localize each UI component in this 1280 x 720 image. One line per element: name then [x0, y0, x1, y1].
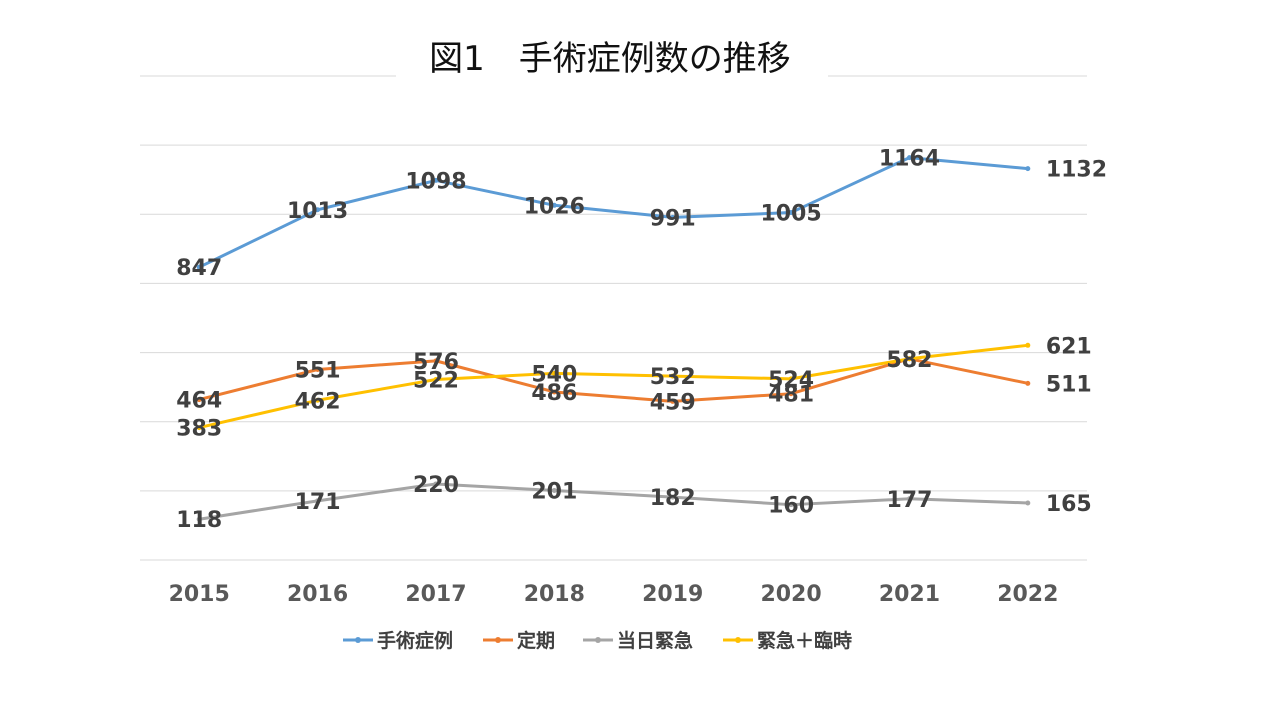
data-point — [433, 377, 439, 383]
legend-marker — [595, 637, 601, 643]
data-label: 1164 — [879, 147, 940, 172]
data-point — [551, 389, 557, 395]
legend: 手術症例 定期 当日緊急 緊急＋臨時 — [343, 629, 852, 652]
data-label: 991 — [650, 206, 696, 231]
x-tick-label: 2022 — [997, 582, 1058, 607]
data-label: 1026 — [524, 194, 585, 219]
series-line — [197, 156, 1030, 269]
legend-label: 緊急＋臨時 — [757, 629, 852, 652]
data-point — [315, 498, 321, 504]
x-tick-label: 2020 — [760, 582, 821, 607]
data-label: 486 — [531, 381, 577, 406]
data-point — [670, 398, 676, 404]
data-point — [315, 397, 321, 403]
data-label: 118 — [176, 508, 222, 533]
data-label: 847 — [176, 256, 222, 281]
legend-marker — [355, 637, 361, 643]
data-point — [1025, 500, 1031, 506]
legend-item: 手術症例 — [343, 629, 453, 652]
data-label: 464 — [176, 389, 222, 414]
data-point — [670, 494, 676, 500]
x-tick-label: 2021 — [879, 582, 940, 607]
legend-marker — [495, 637, 501, 643]
data-label: 582 — [886, 348, 932, 373]
data-label: 582 — [886, 348, 932, 373]
legend-item: 定期 — [483, 629, 555, 652]
title-backdrop — [396, 38, 828, 88]
data-label: 1132 — [1046, 158, 1107, 183]
data-point — [906, 496, 912, 502]
series-line — [197, 482, 1030, 521]
data-label: 532 — [650, 365, 696, 390]
legend-label: 定期 — [517, 629, 555, 652]
data-label: 177 — [886, 488, 932, 513]
data-label: 201 — [531, 480, 577, 505]
data-label: 522 — [413, 369, 459, 394]
gridlines — [140, 75, 1087, 561]
legend-item: 当日緊急 — [583, 629, 693, 652]
data-label: 551 — [295, 359, 341, 384]
data-label: 182 — [650, 486, 696, 511]
data-label: 383 — [176, 417, 222, 442]
data-label: 1098 — [405, 169, 466, 194]
legend-item: 緊急＋臨時 — [723, 629, 852, 652]
data-point — [788, 391, 794, 397]
x-tick-label: 2015 — [169, 582, 230, 607]
data-point — [315, 367, 321, 373]
x-tick-label: 2016 — [287, 582, 348, 607]
data-point — [315, 207, 321, 213]
data-label: 459 — [650, 390, 696, 415]
data-label: 462 — [295, 389, 341, 414]
legend-marker — [735, 637, 741, 643]
data-point — [1025, 166, 1031, 172]
x-axis-ticks: 2015 2016 2017 2018 2019 2020 2021 2022 — [169, 582, 1059, 607]
data-point — [551, 202, 557, 208]
data-label: 621 — [1046, 334, 1092, 359]
chart-title: 図1 手術症例数の推移 — [429, 39, 791, 79]
series-line — [197, 357, 1030, 403]
legend-label: 当日緊急 — [617, 629, 693, 652]
data-point — [433, 358, 439, 364]
data-label: 1005 — [760, 202, 821, 227]
x-tick-label: 2019 — [642, 582, 703, 607]
data-point — [1025, 380, 1031, 386]
data-point — [551, 488, 557, 494]
data-label: 1013 — [287, 199, 348, 224]
data-labels: 847 1013 1098 1026 991 1005 1164 1132 464 551 576 4… — [176, 147, 1107, 534]
data-label: 171 — [295, 490, 341, 515]
data-point — [196, 264, 202, 270]
data-point — [906, 356, 912, 362]
data-point — [433, 177, 439, 183]
data-point — [670, 214, 676, 220]
data-point — [788, 210, 794, 216]
data-point — [196, 516, 202, 522]
data-label: 511 — [1046, 372, 1092, 397]
data-label: 540 — [531, 362, 577, 387]
x-tick-label: 2017 — [405, 582, 466, 607]
data-point — [551, 370, 557, 376]
data-point — [788, 376, 794, 382]
data-label: 576 — [413, 350, 459, 375]
x-tick-label: 2018 — [524, 582, 585, 607]
data-point — [196, 397, 202, 403]
data-point — [670, 373, 676, 379]
data-label: 524 — [768, 368, 814, 393]
data-point — [1025, 342, 1031, 348]
data-point — [433, 481, 439, 487]
data-point — [906, 155, 912, 161]
data-label: 481 — [768, 383, 814, 408]
data-label: 165 — [1046, 492, 1092, 517]
data-point — [196, 425, 202, 431]
legend-label: 手術症例 — [377, 629, 453, 652]
data-label: 220 — [413, 473, 459, 498]
series-lines — [196, 155, 1031, 522]
series-line — [197, 343, 1030, 430]
data-label: 160 — [768, 494, 814, 519]
data-point — [788, 502, 794, 508]
